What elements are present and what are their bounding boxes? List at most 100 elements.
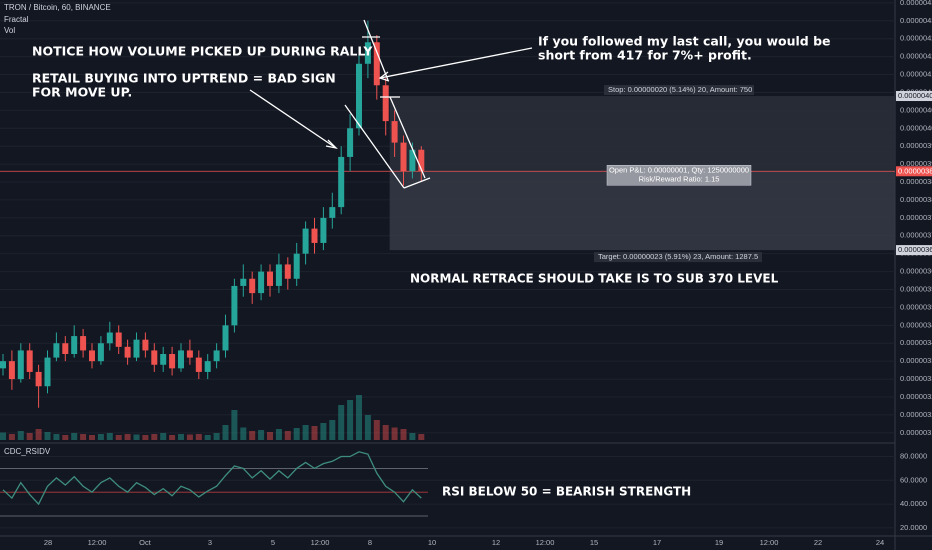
volume-bar	[195, 434, 202, 440]
y-tick-label: 0.00000375	[900, 213, 932, 222]
candle-body	[115, 332, 122, 347]
volume-bar	[418, 434, 425, 440]
volume-bar	[8, 434, 15, 440]
volume-bar	[373, 420, 380, 440]
annotation: FOR MOVE UP.	[32, 85, 132, 100]
candle-body	[26, 350, 33, 372]
volume-bar	[356, 395, 362, 440]
candle-body	[382, 85, 389, 122]
volume-bar	[160, 433, 167, 440]
candle-body	[284, 264, 291, 279]
stop-zone	[389, 96, 895, 172]
volume-bar	[204, 435, 211, 440]
candle-body	[89, 350, 95, 362]
candle-body	[62, 343, 69, 355]
candle-body	[231, 285, 238, 326]
x-tick-label: 12:00	[536, 538, 555, 547]
candle-body	[409, 149, 416, 172]
price-tag-bg	[896, 245, 932, 256]
candle-body	[142, 339, 149, 351]
candle-body	[391, 121, 398, 143]
y-tick-label: 0.00000315	[900, 428, 932, 437]
target-label: Target: 0.00000023 (5.91%) 23, Amount: 1…	[598, 252, 758, 261]
stop-label-bg	[604, 85, 754, 96]
rsi-tick-label: 40.0000	[900, 499, 927, 508]
candle-body	[311, 228, 318, 243]
x-tick-label: 24	[876, 538, 884, 547]
x-tick-label: 22	[814, 538, 822, 547]
y-tick-label: 0.00000390	[900, 159, 932, 168]
candle-body	[106, 332, 113, 344]
volume-bar	[320, 423, 327, 440]
candle-body	[0, 361, 6, 369]
volume-bar	[89, 435, 95, 440]
candle-body	[293, 253, 300, 279]
volume-bar	[35, 429, 42, 440]
candle-body	[373, 42, 380, 86]
y-tick-label: 0.00000395	[900, 141, 932, 150]
y-tick-label: 0.00000430	[900, 16, 932, 25]
candle-body	[213, 350, 220, 362]
y-tick-label: 0.00000425	[900, 34, 932, 43]
volume-bar	[97, 434, 104, 440]
y-tick-label: 0.00000360	[900, 267, 932, 276]
candle-body	[418, 149, 425, 172]
volume-bar	[409, 433, 416, 440]
rsi-tick-label: 20.0000	[900, 523, 927, 532]
arrow-head	[325, 139, 338, 150]
candle-body	[267, 271, 273, 286]
candle-body	[400, 142, 407, 172]
candle-body	[186, 350, 193, 358]
trend-line	[389, 96, 426, 179]
volume-bar	[400, 429, 407, 440]
price-tag: 0.00000366	[898, 245, 932, 254]
y-tick-label: 0.00000435	[900, 0, 932, 7]
chart-title: TRON / Bitcoin, 60, BINANCE	[4, 3, 111, 12]
x-tick-label: 5	[271, 538, 275, 547]
volume-bar	[311, 426, 318, 440]
candle-body	[347, 128, 354, 157]
candle-body	[133, 339, 140, 358]
y-tick-label: 0.00000345	[900, 320, 932, 329]
x-tick-label: Oct	[139, 538, 152, 547]
volume-bar	[80, 434, 87, 440]
volume-bar	[124, 434, 131, 440]
rsi-line	[2, 451, 422, 506]
y-tick-label: 0.00000350	[900, 302, 932, 311]
annotation: RSI BELOW 50 = BEARISH STRENGTH	[442, 485, 691, 499]
x-tick-label: 3	[208, 538, 212, 547]
rsi-tick-label: 60.0000	[900, 475, 927, 484]
indicator-label: Fractal	[4, 15, 29, 24]
volume-bar	[240, 427, 247, 440]
volume-bar	[382, 425, 389, 440]
stop-label: Stop: 0.00000020 (5.14%) 20, Amount: 750	[608, 85, 752, 94]
candle-body	[17, 350, 24, 380]
y-tick-label: 0.00000335	[900, 356, 932, 365]
candle-body	[8, 361, 15, 380]
x-tick-label: 12:00	[760, 538, 779, 547]
candle-body	[195, 357, 202, 372]
pnl-label-bg	[606, 165, 752, 186]
candle-body	[204, 361, 211, 372]
candle-body	[80, 336, 87, 351]
volume-bar	[133, 434, 140, 440]
volume-bar	[0, 432, 6, 440]
volume-bar	[249, 431, 256, 440]
x-tick-label: 15	[590, 538, 598, 547]
volume-bar	[364, 415, 371, 440]
y-tick-label: 0.00000405	[900, 105, 932, 114]
volume-bar	[169, 435, 176, 440]
candle-body	[338, 156, 345, 208]
volume-bar	[17, 431, 24, 440]
arrow	[379, 47, 533, 79]
volume-bar	[186, 434, 193, 440]
rsi-tick-label: 80.0000	[900, 451, 927, 460]
candle-body	[275, 264, 282, 286]
pnl-label: Open P&L: 0.00000001, Qty: 1250000000	[609, 165, 749, 174]
annotation: If you followed my last call, you would …	[538, 34, 831, 49]
target-label-bg	[594, 252, 762, 263]
trend-line	[403, 177, 431, 189]
